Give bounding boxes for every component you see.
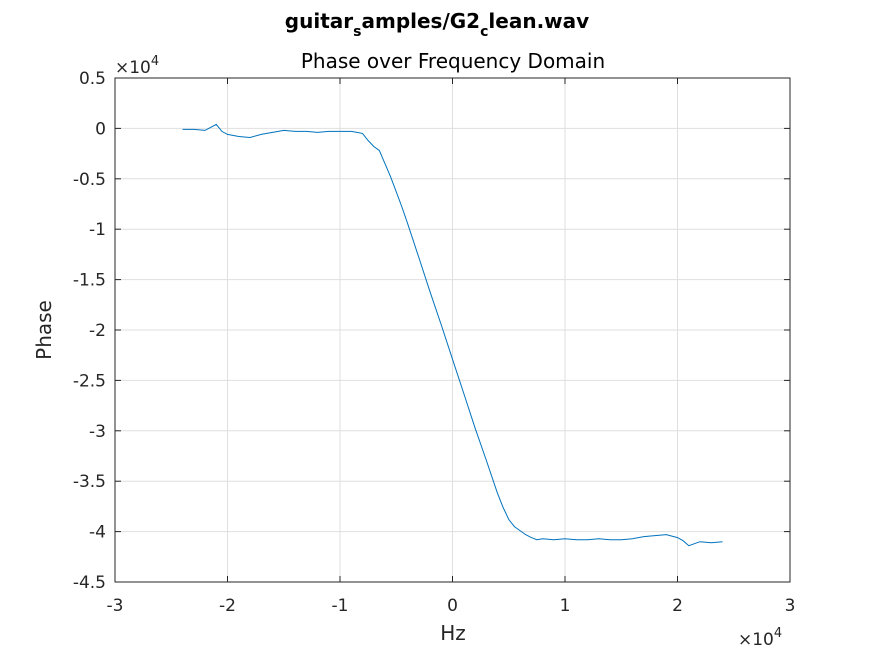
grid <box>114 77 791 583</box>
y-tick-label: 0.5 <box>79 69 106 89</box>
y-axis-multiplier: ×104 <box>115 54 159 78</box>
chart-subtitle: Phase over Frequency Domain <box>301 49 605 73</box>
x-tick-label: 1 <box>560 596 571 616</box>
y-tick-label: -4 <box>89 523 106 543</box>
y-tick-label: -0.5 <box>73 170 106 190</box>
x-axis-multiplier: ×104 <box>738 626 782 650</box>
y-tick-label: 0 <box>95 119 106 139</box>
x-tick-label: -1 <box>332 596 349 616</box>
x-axis-label: Hz <box>440 621 466 645</box>
x-tick-label: 0 <box>447 596 458 616</box>
y-tick-label: -3 <box>89 422 106 442</box>
y-axis-label: Phase <box>32 300 56 360</box>
x-tick-label: -2 <box>219 596 236 616</box>
tick-labels: -3 -2 -1 0 1 2 3 0.5 0 -0.5 -1 -1.5 -2 -2.5 -3 -3.5 -4 -4… <box>73 69 796 616</box>
y-tick-label: -3.5 <box>73 472 106 492</box>
y-tick-label: -4.5 <box>73 573 106 593</box>
y-tick-label: -1 <box>89 220 106 240</box>
axis-ticks <box>114 77 791 583</box>
y-tick-label: -1.5 <box>73 271 106 291</box>
y-tick-label: -2 <box>89 321 106 341</box>
x-tick-label: 2 <box>672 596 683 616</box>
series-line-phase <box>182 123 723 547</box>
x-tick-label: -3 <box>107 596 124 616</box>
y-tick-label: -2.5 <box>73 371 106 391</box>
chart-title: guitarsamples/G2clean.wav <box>285 9 589 40</box>
x-tick-label: 3 <box>785 596 796 616</box>
